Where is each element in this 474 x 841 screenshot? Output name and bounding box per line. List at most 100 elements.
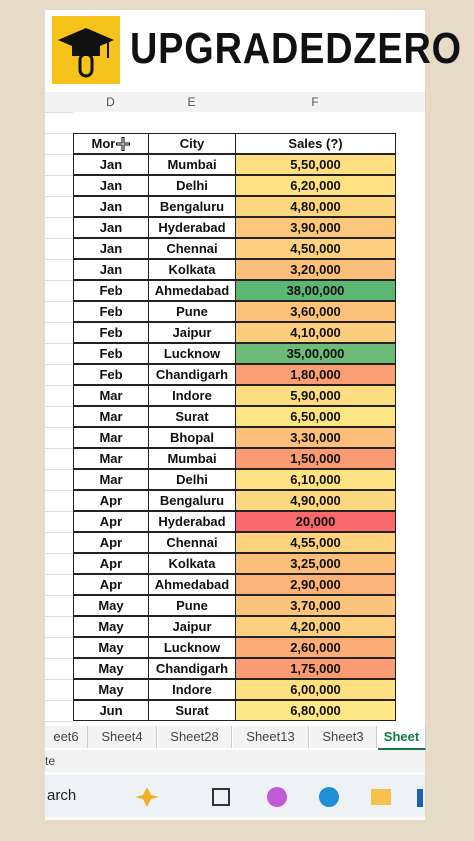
table-cell[interactable]: 2,60,000 — [235, 637, 396, 658]
table-cell[interactable]: Jan — [73, 154, 149, 175]
sheet-tab[interactable]: Sheet3 — [310, 726, 377, 748]
table-cell[interactable]: 3,20,000 — [235, 259, 396, 280]
table-cell[interactable]: Indore — [148, 385, 236, 406]
table-cell[interactable]: 3,90,000 — [235, 217, 396, 238]
table-cell[interactable]: 1,80,000 — [235, 364, 396, 385]
table-cell[interactable]: 6,00,000 — [235, 679, 396, 700]
table-cell[interactable]: 4,10,000 — [235, 322, 396, 343]
table-cell[interactable]: Lucknow — [148, 343, 236, 364]
table-cell[interactable]: May — [73, 658, 149, 679]
table-cell[interactable]: Apr — [73, 511, 149, 532]
table-cell[interactable]: Jan — [73, 217, 149, 238]
table-cell[interactable]: 3,30,000 — [235, 427, 396, 448]
table-cell[interactable]: Mar — [73, 385, 149, 406]
table-cell[interactable]: Lucknow — [148, 637, 236, 658]
table-cell[interactable]: Jaipur — [148, 616, 236, 637]
table-cell[interactable]: 4,55,000 — [235, 532, 396, 553]
corner — [45, 92, 74, 112]
table-cell[interactable]: 4,90,000 — [235, 490, 396, 511]
row-line — [45, 322, 73, 323]
table-cell[interactable]: Mar — [73, 427, 149, 448]
table-cell[interactable]: 5,50,000 — [235, 154, 396, 175]
table-cell[interactable]: Mar — [73, 469, 149, 490]
table-cell[interactable]: Ahmedabad — [148, 280, 236, 301]
sheet-tab[interactable]: eet6 — [45, 726, 88, 748]
table-cell[interactable]: Hyderabad — [148, 511, 236, 532]
table-cell[interactable]: Feb — [73, 364, 149, 385]
table-cell[interactable]: Surat — [148, 700, 236, 721]
logo-icon — [58, 28, 114, 78]
table-cell[interactable]: May — [73, 616, 149, 637]
row-line — [45, 574, 73, 575]
table-cell[interactable]: Jun — [73, 700, 149, 721]
table-cell[interactable]: 20,000 — [235, 511, 396, 532]
table-cell[interactable]: Feb — [73, 280, 149, 301]
table-cell[interactable]: Jan — [73, 175, 149, 196]
table-cell[interactable]: Kolkata — [148, 259, 236, 280]
table-cell[interactable]: Feb — [73, 343, 149, 364]
table-cell[interactable]: Delhi — [148, 469, 236, 490]
sheet-tab[interactable]: Sheet13 — [233, 726, 309, 748]
row-line — [45, 616, 73, 617]
table-cell[interactable]: Chandigarh — [148, 364, 236, 385]
table-cell[interactable]: 3,70,000 — [235, 595, 396, 616]
table-cell[interactable]: 38,00,000 — [235, 280, 396, 301]
table-cell[interactable]: 3,25,000 — [235, 553, 396, 574]
table-cell[interactable]: Surat — [148, 406, 236, 427]
table-cell[interactable]: Ahmedabad — [148, 574, 236, 595]
taskbar: arch — [45, 775, 425, 817]
table-cell[interactable]: Jan — [73, 196, 149, 217]
table-cell[interactable]: Hyderabad — [148, 217, 236, 238]
table-cell[interactable]: May — [73, 679, 149, 700]
table-cell[interactable]: Apr — [73, 532, 149, 553]
table-cell[interactable]: Chennai — [148, 532, 236, 553]
search-box[interactable]: arch — [47, 787, 77, 804]
table-cell[interactable]: Kolkata — [148, 553, 236, 574]
table-cell[interactable]: Mar — [73, 448, 149, 469]
table-cell[interactable]: Apr — [73, 574, 149, 595]
table-cell[interactable]: 3,60,000 — [235, 301, 396, 322]
row-line — [45, 721, 73, 722]
table-cell[interactable]: 6,20,000 — [235, 175, 396, 196]
table-cell[interactable]: Chennai — [148, 238, 236, 259]
table-cell[interactable]: Pune — [148, 301, 236, 322]
table-cell[interactable]: Feb — [73, 322, 149, 343]
table-cell[interactable]: 4,20,000 — [235, 616, 396, 637]
table-cell[interactable]: Feb — [73, 301, 149, 322]
table-cell[interactable]: 35,00,000 — [235, 343, 396, 364]
table-cell[interactable]: Bengaluru — [148, 196, 236, 217]
table-cell[interactable]: May — [73, 595, 149, 616]
table-cell[interactable]: Apr — [73, 553, 149, 574]
table-cell[interactable]: Jaipur — [148, 322, 236, 343]
table-cell[interactable]: Jan — [73, 259, 149, 280]
table-cell[interactable]: 4,80,000 — [235, 196, 396, 217]
table-cell[interactable]: May — [73, 637, 149, 658]
table-cell[interactable]: Mar — [73, 406, 149, 427]
table-cell[interactable]: Pune — [148, 595, 236, 616]
row-line — [45, 406, 73, 407]
sheet-tab[interactable]: Sheet4 — [88, 726, 157, 748]
table-cell[interactable]: Jan — [73, 238, 149, 259]
table-cell[interactable]: 1,75,000 — [235, 658, 396, 679]
sheet-tab[interactable]: Sheet28 — [158, 726, 232, 748]
table-cell[interactable]: 1,50,000 — [235, 448, 396, 469]
table-cell[interactable]: 5,90,000 — [235, 385, 396, 406]
row-line — [45, 196, 73, 197]
table-cell[interactable]: Delhi — [148, 175, 236, 196]
table-cell[interactable]: Bengaluru — [148, 490, 236, 511]
row-line — [45, 532, 73, 533]
table-cell[interactable]: Apr — [73, 490, 149, 511]
table-cell[interactable]: 6,50,000 — [235, 406, 396, 427]
table-cell[interactable]: Mumbai — [148, 448, 236, 469]
table-cell[interactable]: 4,50,000 — [235, 238, 396, 259]
row-line — [45, 427, 73, 428]
table-cell[interactable]: Indore — [148, 679, 236, 700]
table-cell[interactable]: 2,90,000 — [235, 574, 396, 595]
table-cell[interactable]: 6,10,000 — [235, 469, 396, 490]
table-cell[interactable]: Chandigarh — [148, 658, 236, 679]
table-cell[interactable]: Mumbai — [148, 154, 236, 175]
table-cell[interactable]: 6,80,000 — [235, 700, 396, 721]
table-cell[interactable]: Bhopal — [148, 427, 236, 448]
column-header — [395, 92, 426, 112]
sheet-tab[interactable]: Sheet — [378, 726, 426, 750]
